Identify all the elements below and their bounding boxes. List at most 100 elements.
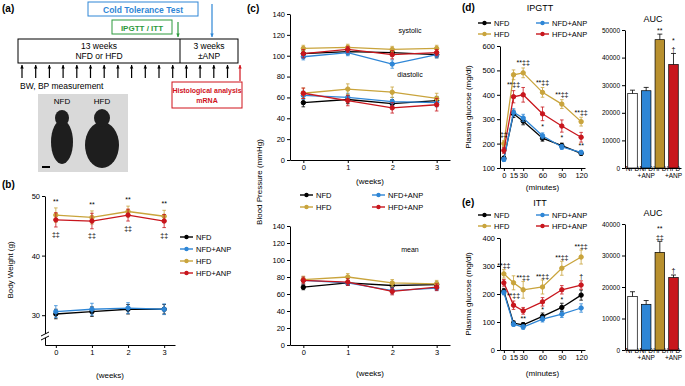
error-bar — [560, 100, 564, 109]
axis-line — [291, 345, 451, 346]
tick: 500 — [482, 66, 500, 75]
arrow-head — [75, 65, 78, 69]
tick-label: 90 — [558, 353, 566, 362]
tick-mark — [622, 58, 625, 59]
arrow — [226, 65, 229, 78]
tick-label: 600 — [482, 42, 495, 51]
tick-mark — [287, 243, 290, 244]
mouse — [55, 110, 69, 126]
axis: 010000200003000040000 — [602, 221, 626, 354]
tick-mark — [287, 260, 290, 261]
data-point — [390, 106, 394, 110]
legend-label: NFD+ANP — [388, 191, 423, 200]
arrow-head — [102, 65, 105, 69]
tick-label: 30000 — [602, 252, 620, 259]
error-bar — [630, 90, 635, 93]
axis: 01000020000300004000050000 — [602, 27, 626, 172]
data-point — [579, 151, 583, 155]
legend-marker — [304, 193, 308, 197]
chart-title: IPGTT — [527, 3, 554, 13]
data-point — [502, 157, 506, 161]
tick-label: 20000 — [602, 284, 620, 291]
box-label: Cold Tolerance Test — [103, 5, 183, 15]
error-bar — [54, 213, 58, 227]
x-axis-title: (minutes) — [526, 183, 560, 192]
phase-label: ±ANP — [198, 51, 220, 61]
error-bar — [560, 286, 564, 294]
tick-label: 0 — [302, 348, 306, 357]
error-bar — [579, 132, 583, 142]
legend-item: NFD+ANP — [372, 191, 423, 200]
legend-label: NFD+ANP — [552, 19, 587, 28]
tick: 3 — [435, 160, 439, 172]
annotation: ‡‡ — [124, 225, 132, 232]
legend-item: HFD — [300, 203, 332, 212]
error-bar — [302, 49, 306, 57]
arrow-head — [212, 65, 215, 69]
legend: NFDNFD+ANPHFDHFD+ANP — [300, 191, 423, 212]
error-bar — [512, 276, 516, 290]
tick-label: 200 — [482, 140, 495, 149]
annotation: ** — [89, 201, 95, 208]
legend-item: NFD+ANP — [536, 19, 587, 28]
tick-label: 0 — [502, 353, 506, 362]
tick: 60 — [539, 168, 547, 180]
bar — [655, 252, 665, 350]
data-point — [579, 283, 583, 287]
annotation: * — [672, 37, 675, 44]
tick-label: 40000 — [602, 54, 620, 61]
legend-marker — [376, 193, 380, 197]
annotations: ***† — [657, 27, 675, 53]
arrow-head — [89, 65, 92, 69]
tick: 200 — [482, 140, 500, 149]
tick-mark — [287, 226, 290, 227]
annotation: diastolic — [397, 71, 423, 78]
tick-mark — [622, 30, 625, 31]
box-label: IPGTT / ITT — [121, 24, 163, 33]
tick-mark — [287, 277, 290, 278]
arrow — [238, 65, 241, 81]
error-bar — [302, 277, 306, 284]
tick: 300 — [482, 115, 500, 124]
tick: 20 — [277, 135, 290, 144]
arrow-head — [176, 33, 179, 37]
tick: 200 — [482, 290, 500, 299]
data-point — [511, 73, 515, 77]
data-point — [502, 290, 506, 294]
legend-label: NFD — [494, 19, 510, 28]
error-bar — [502, 288, 506, 294]
error-bar — [435, 284, 439, 291]
legend-marker — [184, 235, 188, 239]
error-bar — [541, 87, 545, 97]
plot-marks — [628, 34, 679, 168]
error-bar — [390, 103, 394, 113]
tick: 20000 — [602, 109, 625, 116]
annotation: ** — [657, 225, 663, 232]
data-point — [521, 116, 525, 120]
tick: 1 — [346, 160, 350, 172]
error-bar — [541, 133, 545, 139]
annotation: mean — [401, 246, 419, 253]
tick: 30 — [32, 311, 45, 320]
axis-break — [41, 332, 49, 340]
error-bar — [579, 250, 583, 264]
annotations: **‡‡**‡‡**‡‡**‡‡**‡‡**‡‡****† — [497, 243, 588, 322]
error-bar — [435, 98, 439, 111]
tick-label: 120 — [575, 171, 588, 180]
tick-label: 100 — [482, 318, 495, 327]
axis-line — [290, 15, 291, 161]
data-point — [346, 281, 350, 285]
annotation: **‡‡ — [507, 81, 520, 88]
annotation: **‡‡ — [555, 254, 568, 261]
annotation: † — [672, 267, 676, 274]
error-bar — [560, 145, 564, 150]
data-point — [346, 47, 350, 51]
mouse — [94, 109, 110, 127]
tick-mark — [622, 350, 625, 351]
error-bar — [390, 287, 394, 294]
error-bar — [502, 279, 506, 286]
plot-marks — [301, 44, 439, 113]
tick-label: 30 — [32, 311, 40, 320]
tick-label: 0 — [491, 346, 495, 355]
axis: 304050 — [32, 192, 46, 346]
